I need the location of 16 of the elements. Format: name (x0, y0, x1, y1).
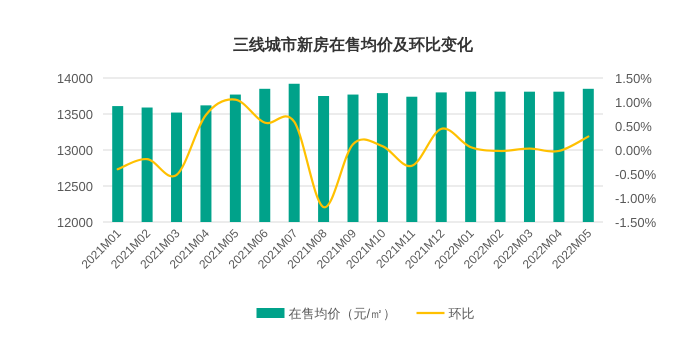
y2-tick-label: -1.50% (615, 215, 657, 230)
y2-tick-label: 0.50% (615, 119, 652, 134)
y-tick-label: 12000 (56, 215, 93, 230)
y2-tick-label: -1.00% (615, 191, 657, 206)
y-tick-label: 13500 (56, 107, 93, 122)
legend-label: 环比 (448, 306, 474, 321)
y2-tick-label: -0.50% (615, 167, 657, 182)
y2-tick-label: 1.00% (615, 95, 652, 110)
y-tick-label: 14000 (56, 71, 93, 86)
chart-title: 三线城市新房在售均价及环比变化 (233, 35, 474, 54)
line-series (116, 98, 590, 208)
y-tick-label: 12500 (56, 179, 93, 194)
y2-tick-label: 1.50% (615, 71, 652, 86)
y2-tick-label: 0.00% (615, 143, 652, 158)
legend-label: 在售均价（元/㎡） (288, 306, 396, 321)
y-tick-label: 13000 (56, 143, 93, 158)
